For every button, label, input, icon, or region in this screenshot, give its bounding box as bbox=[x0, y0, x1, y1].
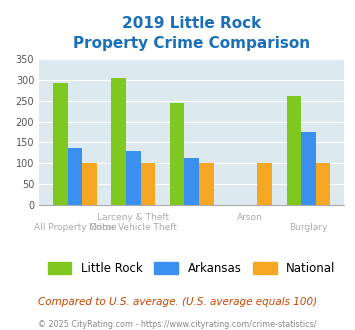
Bar bbox=[199, 163, 214, 205]
Text: Larceny & Theft: Larceny & Theft bbox=[97, 213, 169, 222]
Text: Compared to U.S. average. (U.S. average equals 100): Compared to U.S. average. (U.S. average … bbox=[38, 297, 317, 307]
Bar bbox=[111, 78, 126, 205]
Bar bbox=[170, 103, 184, 205]
Bar bbox=[53, 83, 67, 205]
Legend: Little Rock, Arkansas, National: Little Rock, Arkansas, National bbox=[43, 257, 340, 280]
Bar bbox=[82, 163, 97, 205]
Text: © 2025 CityRating.com - https://www.cityrating.com/crime-statistics/: © 2025 CityRating.com - https://www.city… bbox=[38, 320, 317, 329]
Bar bbox=[184, 158, 199, 205]
Bar bbox=[301, 132, 316, 205]
Bar bbox=[141, 163, 155, 205]
Bar bbox=[316, 163, 331, 205]
Bar bbox=[67, 148, 82, 205]
Text: Motor Vehicle Theft: Motor Vehicle Theft bbox=[89, 223, 177, 232]
Text: Arson: Arson bbox=[237, 213, 263, 222]
Text: Burglary: Burglary bbox=[289, 223, 328, 232]
Bar bbox=[286, 96, 301, 205]
Title: 2019 Little Rock
Property Crime Comparison: 2019 Little Rock Property Crime Comparis… bbox=[73, 16, 310, 51]
Bar bbox=[257, 163, 272, 205]
Text: All Property Crime: All Property Crime bbox=[34, 223, 116, 232]
Bar bbox=[126, 151, 141, 205]
